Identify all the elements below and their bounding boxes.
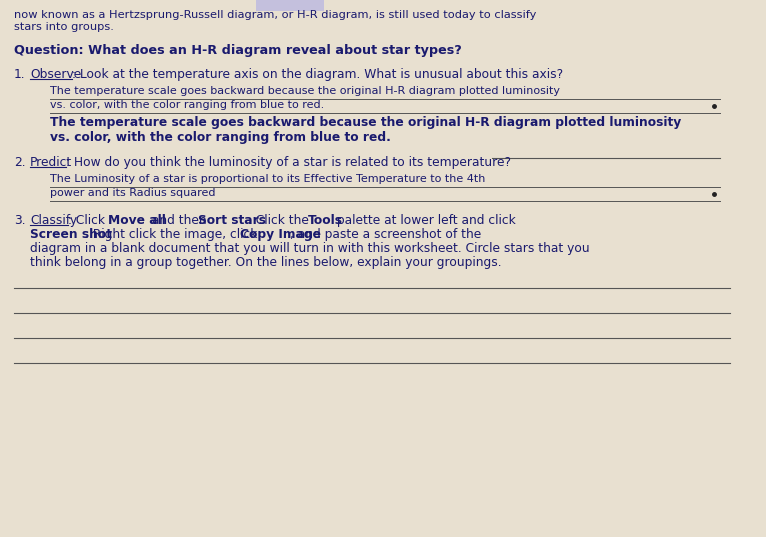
Text: Screen shot: Screen shot [30,228,112,241]
Text: 3.: 3. [14,214,25,227]
Text: Observe: Observe [30,68,81,81]
Text: The temperature scale goes backward because the original H-R diagram plotted lum: The temperature scale goes backward beca… [50,86,560,96]
Text: , and paste a screenshot of the: , and paste a screenshot of the [290,228,481,241]
Text: Predict: Predict [30,156,72,169]
Text: . Right click the image, click: . Right click the image, click [85,228,261,241]
Text: : Click: : Click [68,214,109,227]
Text: The Luminosity of a star is proportional to its Effective Temperature to the 4th: The Luminosity of a star is proportional… [50,174,486,184]
Text: vs. color, with the color ranging from blue to red.: vs. color, with the color ranging from b… [50,100,324,110]
Text: Move all: Move all [108,214,166,227]
Text: and then: and then [148,214,211,227]
Text: : How do you think the luminosity of a star is related to its temperature?: : How do you think the luminosity of a s… [66,156,511,169]
Text: palette at lower left and click: palette at lower left and click [333,214,516,227]
Text: The temperature scale goes backward because the original H-R diagram plotted lum: The temperature scale goes backward beca… [50,116,681,129]
Text: Classify: Classify [30,214,77,227]
Text: Tools: Tools [308,214,343,227]
Text: Copy Image: Copy Image [240,228,321,241]
Text: Question: What does an H-R diagram reveal about star types?: Question: What does an H-R diagram revea… [14,44,462,57]
Text: Sort stars: Sort stars [198,214,266,227]
Text: stars into groups.: stars into groups. [14,22,114,32]
Text: now known as a Hertzsprung-Russell diagram, or H-R diagram, is still used today : now known as a Hertzsprung-Russell diagr… [14,10,536,20]
FancyBboxPatch shape [256,0,324,11]
Text: : Look at the temperature axis on the diagram. What is unusual about this axis?: : Look at the temperature axis on the di… [72,68,563,81]
Text: power and its Radius squared: power and its Radius squared [50,188,215,198]
Text: 2.: 2. [14,156,25,169]
Text: 1.: 1. [14,68,25,81]
Text: diagram in a blank document that you will turn in with this worksheet. Circle st: diagram in a blank document that you wil… [30,242,590,255]
Text: think belong in a group together. On the lines below, explain your groupings.: think belong in a group together. On the… [30,256,502,269]
Text: . Click the: . Click the [248,214,313,227]
Text: vs. color, with the color ranging from blue to red.: vs. color, with the color ranging from b… [50,131,391,144]
